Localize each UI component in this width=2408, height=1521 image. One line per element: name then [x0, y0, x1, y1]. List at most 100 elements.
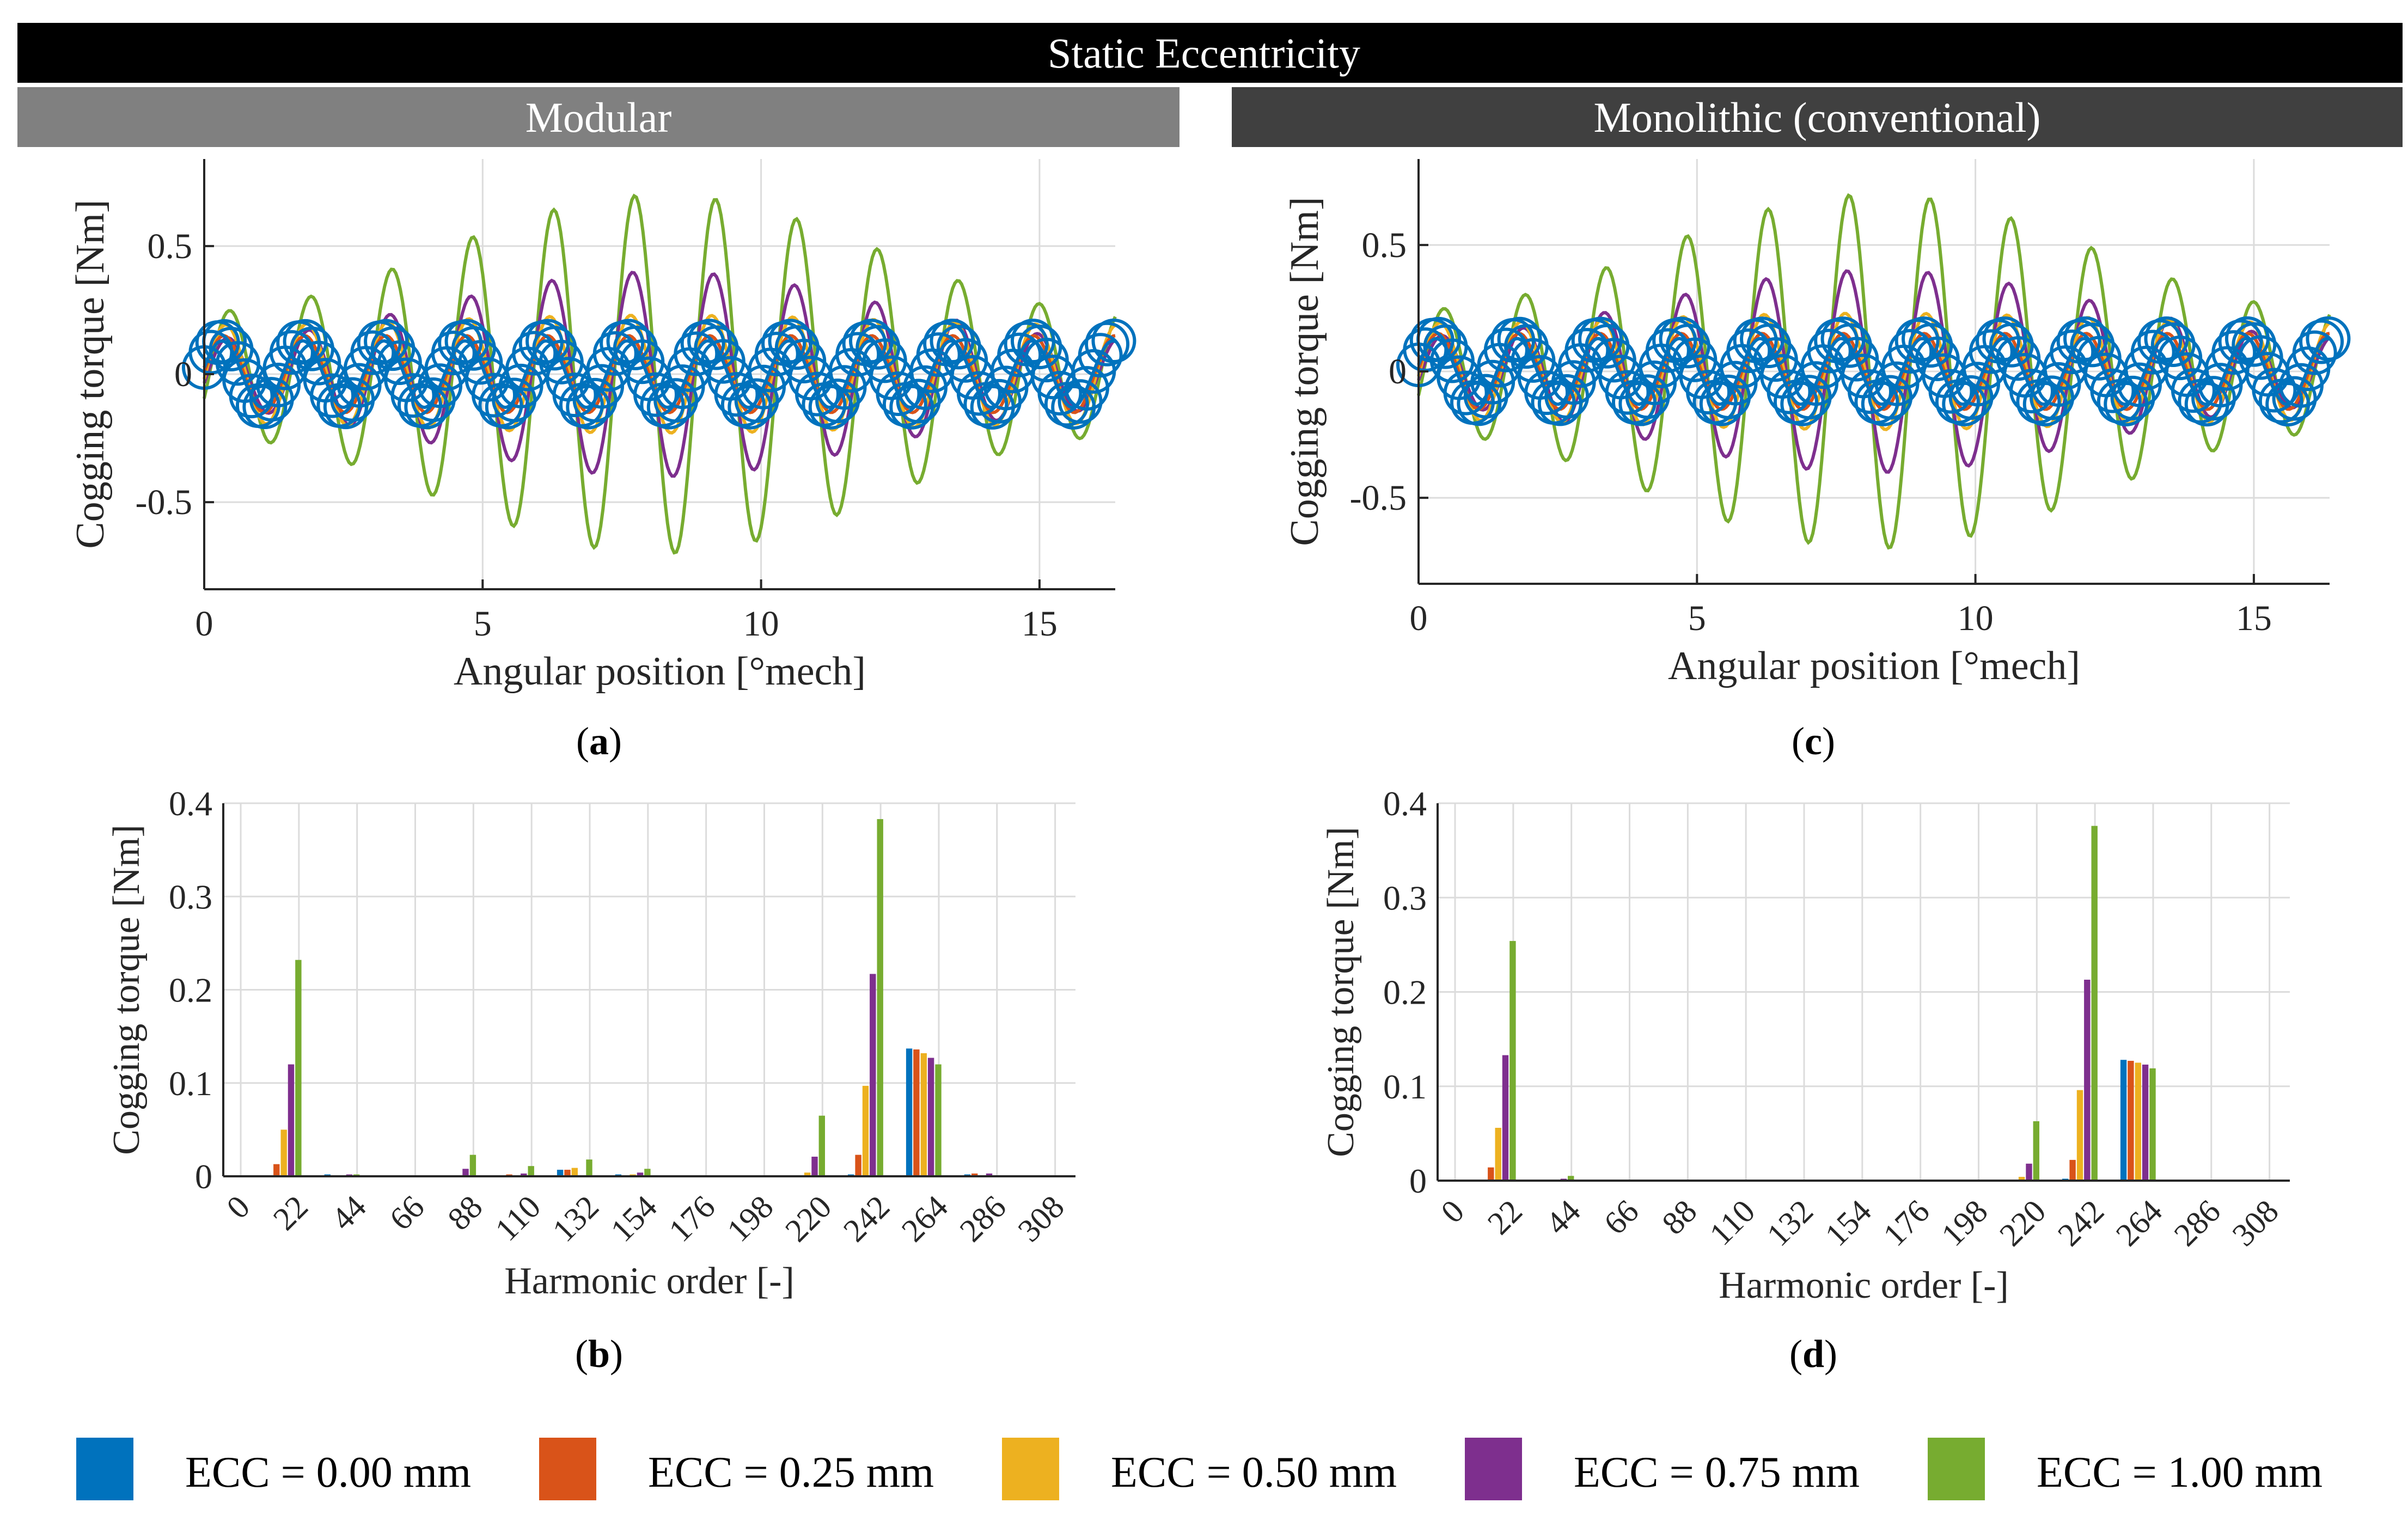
x-tick-label: 22	[1481, 1193, 1529, 1242]
series-marker	[1726, 328, 1771, 374]
legend-swatch	[539, 1438, 596, 1500]
series-marker	[390, 373, 436, 418]
series-line-4	[1417, 193, 2331, 550]
bar-3-242	[870, 974, 876, 1176]
x-tick-label: 132	[1760, 1193, 1820, 1253]
bar-2-264	[920, 1053, 927, 1176]
legend-item-3: ECC = 0.75 mm	[1465, 1438, 1860, 1500]
series-marker	[188, 329, 234, 375]
series-marker	[1564, 328, 1610, 373]
x-tick-label: 308	[1011, 1189, 1071, 1249]
legend-swatch	[1002, 1438, 1059, 1500]
bar-0-264	[2120, 1060, 2127, 1181]
series-marker	[472, 372, 517, 418]
x-tick-label: 5	[1688, 598, 1706, 638]
title-bar	[17, 23, 2403, 83]
bar-3-220	[811, 1157, 818, 1176]
cogging-torque-line-chart-monolithic: 0 5 10 15 -0.5 0 0.5 Angular position [°mech] Co…	[1282, 159, 2351, 688]
x-tick-label: 242	[836, 1189, 896, 1249]
x-tick-label: 10	[1958, 598, 1994, 638]
bar-4-242	[877, 819, 883, 1176]
x-tick-label: 154	[604, 1189, 664, 1249]
legend-item-2: ECC = 0.50 mm	[1002, 1438, 1397, 1500]
x-tick-label: 88	[441, 1189, 489, 1237]
legend-swatch	[76, 1438, 133, 1500]
x-tick-label: 44	[325, 1189, 373, 1237]
x-tick-label: 242	[2051, 1193, 2111, 1253]
x-tick-label: 22	[266, 1189, 315, 1237]
legend-label: ECC = 0.25 mm	[648, 1449, 934, 1496]
x-tick-label: 264	[895, 1189, 955, 1249]
series-marker	[1483, 327, 1529, 372]
series-marker	[754, 332, 799, 377]
series-marker	[2272, 376, 2317, 421]
x-tick-label: 198	[1934, 1193, 1994, 1253]
y-axis-label: Cogging torque [Nm]	[1320, 827, 1362, 1157]
x-tick-label: 308	[2225, 1193, 2285, 1253]
x-tick-label: 0	[219, 1189, 256, 1226]
y-tick-label: 0	[195, 1157, 212, 1196]
series-marker	[323, 384, 368, 430]
bar-4-88	[469, 1155, 476, 1176]
series-marker	[795, 371, 840, 417]
x-tick-label: 220	[778, 1189, 838, 1249]
bar-3-22	[288, 1064, 295, 1176]
series-marker	[242, 384, 288, 430]
series-marker	[2171, 368, 2216, 413]
caption-c: (c)	[1792, 719, 1835, 763]
group-header-monolithic	[1232, 87, 2403, 147]
bar-1-132	[564, 1170, 571, 1176]
x-tick-label: 264	[2109, 1193, 2169, 1253]
y-tick-label: 0.1	[1383, 1067, 1427, 1106]
bar-2-22	[280, 1129, 287, 1176]
series-marker	[1888, 329, 1933, 374]
bar-4-154	[644, 1169, 651, 1176]
x-tick-label: 0	[1410, 598, 1428, 638]
series-marker	[2299, 319, 2344, 364]
series-marker	[835, 332, 881, 377]
bar-3-22	[1502, 1055, 1509, 1181]
bar-2-242	[862, 1085, 869, 1176]
series-marker	[283, 319, 328, 364]
series-marker	[714, 372, 759, 417]
series-marker	[1524, 370, 1569, 416]
bar-3-286	[986, 1173, 993, 1176]
y-tick-label: -0.5	[1350, 478, 1407, 518]
series-marker	[1767, 369, 1812, 414]
x-tick-label: 176	[1877, 1193, 1936, 1253]
y-tick-label: 0.2	[169, 971, 212, 1010]
series-marker	[1645, 328, 1690, 373]
series-marker	[1091, 319, 1136, 364]
legend-swatch	[1928, 1438, 1985, 1500]
group-header-monolithic-label: Monolithic (conventional)	[1594, 94, 2041, 141]
y-axis-label: Cogging torque [Nm]	[106, 824, 148, 1155]
series-marker	[1037, 370, 1083, 416]
y-tick-label: 0.5	[1362, 225, 1407, 265]
bar-4-242	[2091, 826, 2098, 1181]
x-axis-label: Angular position [°mech]	[454, 649, 866, 694]
y-tick-label: 0.3	[169, 877, 212, 916]
bar-3-242	[2084, 980, 2091, 1181]
series-marker	[876, 371, 921, 417]
series-marker	[592, 331, 638, 376]
bar-2-220	[804, 1172, 811, 1176]
series-marker	[1457, 381, 1502, 426]
bar-3-154	[637, 1172, 644, 1176]
series-marker	[1085, 321, 1130, 366]
series-marker	[997, 332, 1042, 377]
bar-2-242	[2076, 1090, 2083, 1181]
bar-4-264	[2149, 1068, 2156, 1181]
x-tick-label: 0	[1434, 1193, 1471, 1230]
series-marker	[552, 372, 597, 418]
bar-3-264	[2142, 1064, 2149, 1181]
series-marker	[310, 373, 355, 418]
bar-3-220	[2026, 1163, 2032, 1181]
series-marker	[1605, 370, 1650, 415]
series-marker	[1848, 369, 1893, 414]
figure-title: Static Eccentricity	[1048, 29, 1360, 77]
group-header-modular	[17, 87, 1179, 147]
series-marker	[2050, 329, 2095, 375]
x-tick-label: 44	[1539, 1193, 1587, 1242]
